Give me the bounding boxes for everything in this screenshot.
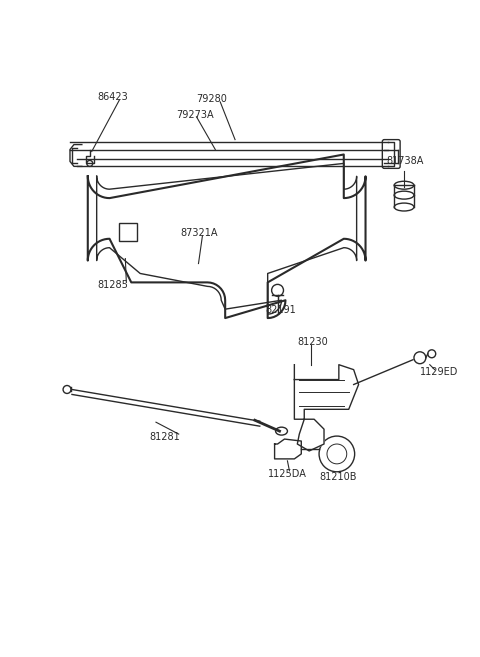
Text: 82191: 82191 (266, 305, 297, 315)
Circle shape (319, 436, 355, 472)
Text: 1129ED: 1129ED (420, 367, 458, 376)
FancyBboxPatch shape (383, 139, 400, 168)
Text: 79280: 79280 (196, 94, 228, 104)
Circle shape (327, 444, 347, 464)
Polygon shape (297, 419, 324, 451)
Ellipse shape (276, 427, 288, 435)
Text: 81230: 81230 (297, 337, 328, 347)
Text: 81210B: 81210B (319, 472, 357, 482)
Ellipse shape (394, 203, 414, 211)
Circle shape (414, 351, 426, 364)
Text: 87321A: 87321A (180, 228, 218, 238)
Polygon shape (294, 365, 359, 419)
Circle shape (428, 350, 436, 358)
Ellipse shape (394, 181, 414, 189)
Text: 81738A: 81738A (386, 156, 424, 166)
Text: 79273A: 79273A (176, 110, 214, 120)
Text: 1125DA: 1125DA (268, 468, 307, 479)
Text: 86423: 86423 (97, 92, 129, 102)
Bar (120, 223, 137, 240)
Ellipse shape (394, 191, 414, 199)
Text: 81281: 81281 (149, 432, 180, 442)
Text: 81285: 81285 (97, 281, 129, 290)
Polygon shape (275, 439, 301, 459)
